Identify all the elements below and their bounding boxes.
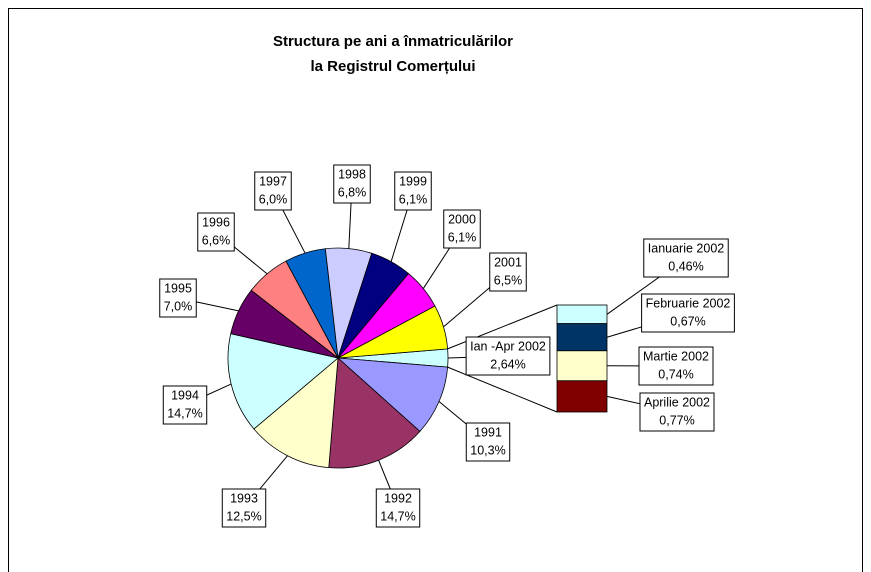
label-box [465,336,551,376]
label-box [221,488,267,528]
label-value: 7,0% [164,299,193,313]
label-value: 0,77% [659,413,694,427]
label-category: 1998 [338,167,366,181]
label-category: Ian -Apr 2002 [470,339,546,353]
slice-label: 1994 14,7% [162,383,232,425]
slice-label: 1997 6,0% [254,171,306,254]
label-box [489,252,527,292]
label-category: 1996 [202,215,230,229]
label-box [643,238,729,278]
label-category: 1991 [474,425,502,439]
label-box [638,346,714,386]
bar-label: Februarie 2002 0,67% [606,293,735,338]
label-value: 12,5% [226,509,261,523]
slice-label: 1996 6,6% [197,212,268,275]
slice-label: 1992 14,7% [375,460,421,528]
label-category: 1992 [384,491,412,505]
label-box [375,488,421,528]
label-value: 6,1% [399,192,428,206]
label-value: 0,74% [658,367,693,381]
label-value: 6,1% [448,230,477,244]
label-value: 6,0% [259,192,288,206]
label-box [159,278,197,318]
label-value: 2,64% [490,357,525,371]
label-box [197,212,235,252]
label-category: Ianuarie 2002 [648,241,725,255]
slice-label: 1998 6,8% [333,164,371,249]
label-value: 14,7% [167,406,202,420]
bar-segment [556,380,608,413]
slice-label: 1999 6,1% [390,171,432,262]
slice-label: 1993 12,5% [221,455,288,528]
label-category: 1994 [171,388,199,402]
label-value: 0,67% [670,314,705,328]
bar-label: Ianuarie 2002 0,46% [606,238,729,315]
label-box [162,385,208,425]
label-value: 6,5% [494,273,523,287]
label-category: 2001 [494,255,522,269]
label-category: 1995 [164,281,192,295]
bar-label: Aprilie 2002 0,77% [606,392,715,432]
label-value: 6,8% [338,185,367,199]
bar-segment [556,350,608,382]
label-box [641,293,735,333]
slice-label: 2000 6,1% [422,209,481,289]
label-category: Februarie 2002 [646,296,731,310]
label-box [639,392,715,432]
label-category: Martie 2002 [643,349,709,363]
chart-title: la Registrul Comerțului [310,58,475,75]
bar-segment [556,323,608,352]
label-box [394,171,432,211]
chart-title: Structura pe ani a înmatriculărilor [273,33,513,50]
slice-label: 2001 6,5% [443,252,527,328]
label-value: 0,46% [668,259,703,273]
label-box [333,164,371,204]
pie-slice [336,357,449,432]
label-box [443,209,481,249]
label-value: 10,3% [470,443,505,457]
label-category: 1997 [259,174,287,188]
slice-label: 1991 10,3% [438,401,511,462]
label-box [254,171,292,211]
label-category: 1999 [399,174,427,188]
label-category: Aprilie 2002 [644,395,710,409]
label-box [465,422,511,462]
label-category: 1993 [230,491,258,505]
slice-label: Ian -Apr 2002 2,64% [447,336,551,376]
label-value: 14,7% [380,509,415,523]
label-value: 6,6% [202,233,231,247]
slice-label: 1995 7,0% [159,278,239,318]
pie-slice [328,357,421,469]
bar-segment [556,304,608,325]
label-category: 2000 [448,212,476,226]
bar-label: Martie 2002 0,74% [606,346,714,386]
chart-frame [8,8,863,572]
